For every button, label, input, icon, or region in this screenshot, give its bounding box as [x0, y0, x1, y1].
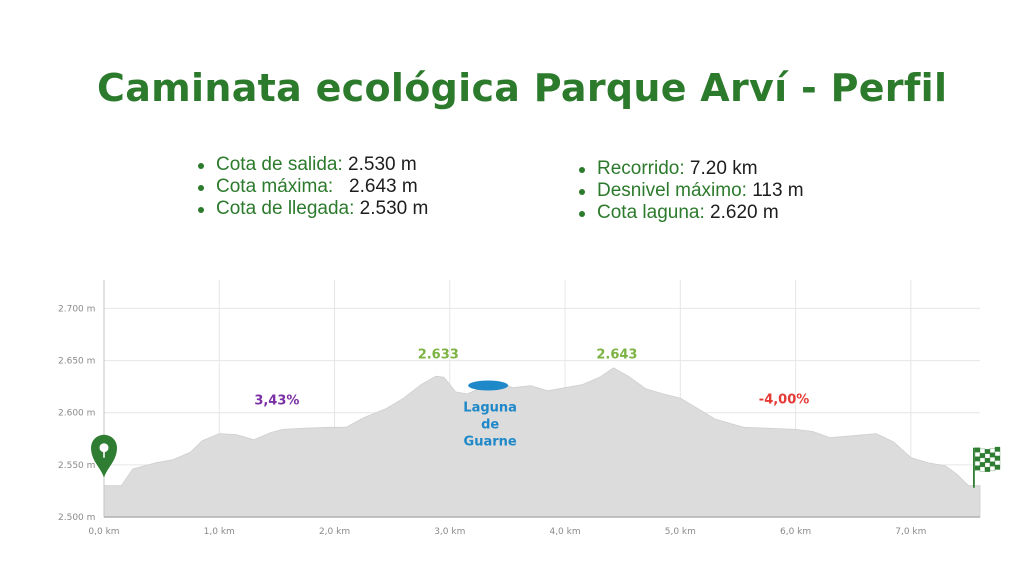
stat-label: Desnivel máximo: — [597, 180, 747, 201]
location-pin-icon — [91, 434, 117, 478]
x-tick-label: 1,0 km — [204, 527, 235, 537]
stat-label: Recorrido: — [597, 158, 685, 179]
lagoon-label: Laguna — [463, 401, 517, 416]
stat-lagoon-elevation: Cota laguna: 2.620 m — [578, 202, 804, 224]
bullet-icon — [579, 189, 585, 195]
x-tick-label: 6,0 km — [780, 527, 811, 537]
stat-value: 2.643 m — [333, 176, 418, 197]
bullet-icon — [579, 211, 585, 217]
stat-value: 2.530 m — [354, 198, 429, 219]
x-tick-label: 4,0 km — [549, 527, 580, 537]
lagoon-label: de — [481, 418, 499, 433]
annotation-grade-down: -4,00% — [759, 392, 810, 407]
lagoon-label: Guarne — [464, 435, 517, 450]
stat-label: Cota de salida: — [216, 154, 343, 175]
y-tick-label: 2.550 m — [58, 461, 95, 471]
annotation-peak: 2.633 — [418, 347, 459, 362]
x-tick-label: 2,0 km — [319, 527, 350, 537]
y-tick-label: 2.600 m — [58, 409, 95, 419]
y-tick-label: 2.650 m — [58, 357, 95, 367]
page-title: Caminata ecológica Parque Arví - Perfil — [97, 66, 948, 110]
stats-list-right: Recorrido: 7.20 km Desnivel máximo: 113 … — [578, 158, 804, 224]
stat-max-gain: Desnivel máximo: 113 m — [578, 180, 804, 202]
stat-start-elevation: Cota de salida: 2.530 m — [197, 154, 428, 176]
x-tick-label: 5,0 km — [665, 527, 696, 537]
bullet-icon — [198, 163, 204, 169]
stat-value: 2.620 m — [704, 202, 779, 223]
lagoon-shape — [468, 380, 509, 391]
bullet-icon — [579, 167, 585, 173]
bullet-icon — [198, 185, 204, 191]
stat-value: 2.530 m — [342, 154, 417, 175]
stat-end-elevation: Cota de llegada: 2.530 m — [197, 198, 428, 220]
elevation-area-series — [103, 367, 981, 518]
stat-label: Cota máxima: — [216, 176, 334, 197]
checkered-flag-icon — [973, 446, 1001, 488]
y-tick-label: 2.700 m — [58, 304, 95, 314]
annotation-peak: 2.643 — [596, 347, 637, 362]
x-tick-label: 3,0 km — [434, 527, 465, 537]
stat-distance: Recorrido: 7.20 km — [578, 158, 804, 180]
stat-max-elevation: Cota máxima: 2.643 m — [197, 176, 428, 198]
bullet-icon — [198, 207, 204, 213]
stat-value: 7.20 km — [684, 158, 758, 179]
stats-list-left: Cota de salida: 2.530 m Cota máxima: 2.6… — [197, 154, 428, 220]
y-tick-label: 2.500 m — [58, 513, 95, 523]
x-tick-label: 0,0 km — [88, 527, 119, 537]
annotation-grade-up: 3,43% — [254, 393, 299, 408]
stat-label: Cota de llegada: — [216, 198, 355, 219]
stat-value: 113 m — [746, 180, 804, 201]
x-tick-label: 7,0 km — [895, 527, 926, 537]
stat-label: Cota laguna: — [597, 202, 705, 223]
